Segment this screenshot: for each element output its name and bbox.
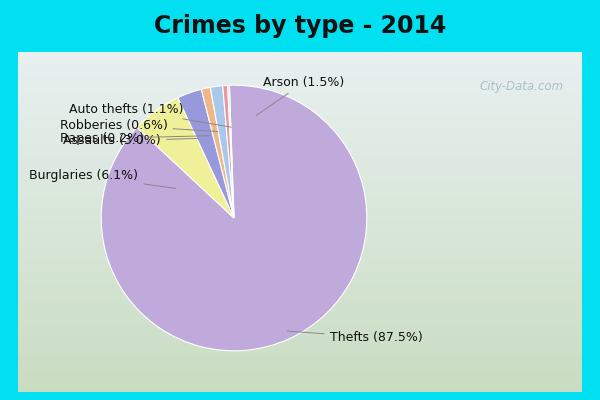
Bar [0, 52, 600, 58]
Bar [0, 382, 600, 388]
Text: Robberies (0.6%): Robberies (0.6%) [60, 118, 218, 132]
Bar [0, 238, 600, 243]
Bar [0, 81, 600, 87]
Bar [0, 0, 18, 400]
Bar [0, 186, 600, 191]
Text: City-Data.com: City-Data.com [480, 80, 564, 93]
Text: Burglaries (6.1%): Burglaries (6.1%) [29, 169, 175, 188]
Bar [0, 365, 600, 371]
Bar [582, 0, 600, 400]
Bar [0, 267, 600, 272]
Bar [0, 122, 600, 127]
Bar [0, 64, 600, 69]
Bar [0, 243, 600, 249]
Bar [0, 128, 600, 133]
Bar [0, 162, 600, 168]
Bar [0, 249, 600, 255]
Bar [0, 208, 600, 214]
Wedge shape [223, 85, 234, 218]
Bar [0, 0, 600, 52]
Bar [0, 336, 600, 342]
Bar [0, 272, 600, 278]
Bar [0, 296, 600, 302]
Text: Rapes (0.2%): Rapes (0.2%) [59, 132, 210, 145]
Bar [0, 75, 600, 81]
Text: Arson (1.5%): Arson (1.5%) [256, 76, 344, 116]
Bar [0, 104, 600, 110]
Bar [0, 98, 600, 104]
Text: Auto thefts (1.1%): Auto thefts (1.1%) [69, 103, 231, 127]
Bar [0, 197, 600, 203]
Bar [0, 214, 600, 220]
Wedge shape [101, 85, 367, 351]
Bar [0, 313, 600, 319]
Text: Crimes by type - 2014: Crimes by type - 2014 [154, 14, 446, 38]
Bar [0, 302, 600, 307]
Bar [0, 87, 600, 93]
Bar [0, 278, 600, 284]
Bar [0, 203, 600, 209]
Text: Thefts (87.5%): Thefts (87.5%) [287, 331, 422, 344]
Bar [0, 325, 600, 330]
Bar [0, 116, 600, 122]
Bar [0, 70, 600, 75]
Bar [0, 307, 600, 313]
Bar [0, 174, 600, 180]
Bar [0, 290, 600, 296]
Bar [0, 342, 600, 348]
Bar [0, 377, 600, 382]
Wedge shape [202, 87, 234, 218]
Wedge shape [137, 98, 234, 218]
Wedge shape [227, 85, 234, 218]
Bar [0, 284, 600, 290]
Bar [0, 133, 600, 139]
Bar [0, 145, 600, 150]
Bar [0, 392, 600, 400]
Bar [0, 255, 600, 261]
Bar [0, 93, 600, 98]
Bar [0, 58, 600, 64]
Bar [0, 156, 600, 162]
Bar [0, 168, 600, 174]
Bar [0, 388, 600, 394]
Wedge shape [178, 89, 234, 218]
Bar [0, 110, 600, 116]
Bar [0, 220, 600, 226]
Bar [0, 150, 600, 156]
Bar [0, 232, 600, 238]
Bar [0, 191, 600, 197]
Bar [0, 319, 600, 325]
Bar [0, 139, 600, 145]
Bar [0, 226, 600, 232]
Bar [0, 371, 600, 377]
Bar [0, 359, 600, 365]
Text: Assaults (3.0%): Assaults (3.0%) [64, 134, 198, 148]
Bar [0, 180, 600, 186]
Bar [0, 330, 600, 336]
Wedge shape [211, 86, 234, 218]
Bar [0, 394, 600, 400]
Bar [0, 261, 600, 266]
Bar [0, 348, 600, 354]
Bar [0, 354, 600, 359]
